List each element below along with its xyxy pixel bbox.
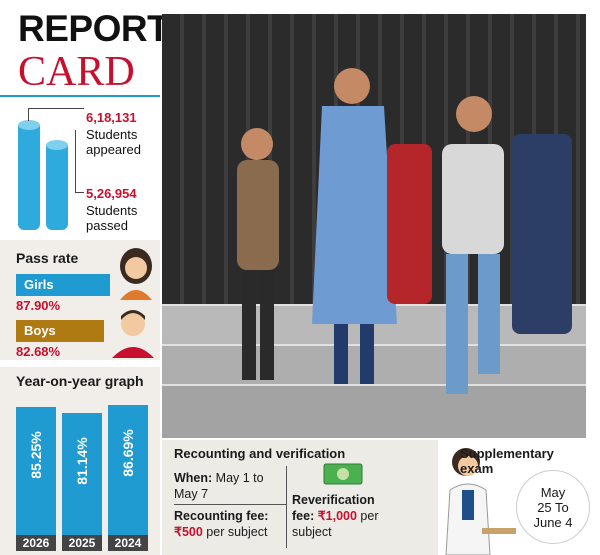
yoy-column: 81.14% — [62, 413, 102, 535]
yoy-value: 81.14% — [74, 437, 90, 485]
passed-number: 5,26,954 — [86, 186, 137, 201]
girls-pct: 87.90% — [16, 298, 61, 313]
divider — [0, 95, 160, 97]
yoy-year: 2024 — [108, 535, 148, 551]
passed-bracket — [75, 130, 84, 193]
recount-fee: Recounting fee: ₹500 per subject — [174, 509, 269, 539]
yoy-year: 2025 — [62, 535, 102, 551]
recount-when: When: May 1 to May 7 — [174, 471, 264, 501]
celebration-photo — [162, 14, 586, 438]
boys-pct: 82.68% — [16, 344, 61, 359]
girl-avatar-icon — [120, 248, 152, 300]
boys-bar: Boys — [16, 320, 104, 342]
appeared-label: Students appeared — [86, 127, 141, 157]
yoy-panel: Year-on-year graph 85.25% 2026 81.14% 2025 8… — [0, 367, 160, 555]
students-silhouettes — [237, 68, 572, 394]
supplementary-dates: May 25 To June 4 — [516, 470, 590, 544]
appeared-bracket — [28, 108, 84, 121]
yoy-column: 86.69% — [108, 405, 148, 535]
girls-bar: Girls — [16, 274, 110, 296]
supplementary-heading: Supplementary exam — [460, 446, 554, 476]
yoy-value: 85.25% — [28, 431, 44, 479]
pass-rate-panel: Pass rate Girls 87.90% Boys 82.68% — [0, 240, 160, 360]
report-title-line1: REPORT — [18, 8, 170, 49]
boy-avatar-icon — [112, 310, 154, 358]
step — [162, 384, 586, 438]
appeared-number: 6,18,131 — [86, 110, 137, 125]
recount-heading: Recounting and verification — [174, 446, 346, 461]
passed-cylinder — [46, 140, 68, 230]
divider — [174, 504, 286, 505]
appeared-cylinder — [18, 120, 40, 230]
yoy-heading: Year-on-year graph — [16, 373, 144, 389]
yoy-column: 85.25% — [16, 407, 56, 535]
student-illustration — [445, 448, 516, 555]
yoy-year: 2026 — [16, 535, 56, 551]
yoy-value: 86.69% — [120, 429, 136, 477]
reverification-fee: Reverification fee: ₹1,000 per subject — [292, 493, 379, 539]
money-icon — [323, 463, 363, 485]
report-title-line2: CARD — [18, 49, 135, 95]
recounting-box: Recounting and verification When: May 1 … — [162, 440, 438, 555]
divider — [286, 466, 287, 548]
passed-label: Students passed — [86, 203, 138, 233]
pass-rate-heading: Pass rate — [16, 250, 79, 266]
